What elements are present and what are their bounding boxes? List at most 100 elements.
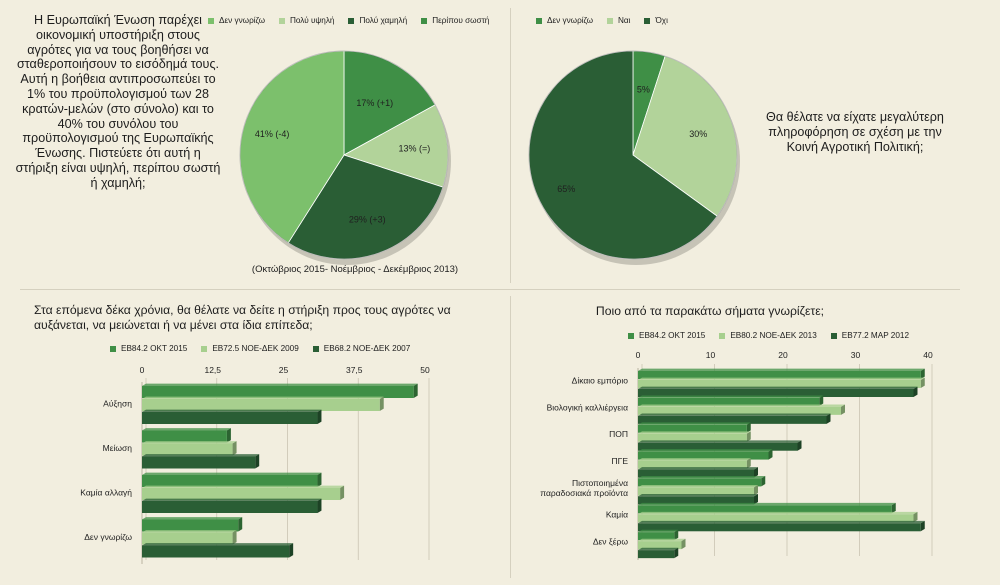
bar-βιολογική-καλλιέργεια-1: [638, 406, 841, 415]
bar-καμία-αλλαγή-1: [142, 488, 341, 500]
pie-label-πολύ-υψηλή: 13% (=): [399, 143, 431, 153]
legend-item: Περίπου σωστή: [421, 16, 489, 25]
bar-top-5-1: [638, 511, 918, 515]
legend-swatch: [536, 17, 542, 24]
bar-end-3-1: [232, 530, 237, 545]
bar-ποπ-0: [638, 424, 747, 433]
bar-end-2-1: [746, 431, 751, 442]
legend-swatch: [607, 17, 613, 24]
bar-chart-labels-known: 0 10 20 30 40 Δίκαιο εμπόριο Βιολογική καλλιέρ…: [540, 350, 933, 560]
bar-top-0-1: [638, 377, 925, 380]
legend-item: EB84.2 ΟΚΤ 2015: [110, 344, 187, 353]
pie-slice-δεν-γνωρίζω: [239, 50, 345, 244]
bar-top-6-0: [638, 529, 679, 533]
legend-label: EB84.2 ΟΚΤ 2015: [121, 344, 188, 353]
bar-top-0-0: [142, 383, 418, 386]
bar-δεν-γνωρίζω-0: [142, 519, 239, 532]
bar-δεν-ξέρω-1: [638, 541, 682, 550]
x-tick-label: 40: [923, 350, 933, 360]
horizontal-divider: [20, 289, 960, 290]
bar-top-5-2: [638, 520, 925, 524]
legend-item: Δεν γνωρίζω: [208, 16, 265, 25]
bar-end-4-0: [761, 476, 766, 487]
bar-δίκαιο-εμπόριο-0: [638, 371, 921, 379]
bar-top-1-2: [638, 413, 831, 416]
bar-end-1-2: [826, 413, 831, 424]
category-label-0: Αύξηση: [103, 398, 132, 408]
bar-chart-future-support: 0 12,5 25 37,5 50 Αύξηση Μείωση Καμία αλλαγή Δεν…: [80, 365, 430, 564]
category-label-3: Δεν γνωρίζω: [84, 532, 132, 542]
bar-top-3-0: [638, 449, 773, 452]
pie-rim: [528, 50, 738, 260]
category-label-2: ΠΟΠ: [609, 429, 628, 439]
bar-end-2-2: [317, 498, 322, 513]
bar-πγε-2: [638, 469, 754, 478]
bar-top-0-2: [142, 409, 322, 412]
vertical-divider-bottom: [510, 296, 511, 578]
category-label-6: Δεν ξέρω: [593, 537, 629, 547]
category-label-5: Καμία: [606, 510, 628, 520]
bar-top-3-2: [142, 543, 294, 546]
legend-label: EB72.5 ΝΟΕ-ΔΕΚ 2009: [212, 344, 299, 353]
bar-end-3-1: [746, 458, 751, 469]
bar-μείωση-1: [142, 443, 233, 456]
bar-top-0-1: [142, 396, 384, 399]
bar-δεν-ξέρω-0: [638, 532, 675, 541]
bar-end-5-0: [891, 502, 896, 514]
legend-label: Δεν γνωρίζω: [219, 16, 265, 25]
pie-label-όχι: 65%: [557, 184, 575, 194]
legend-label: EB68.2 ΝΟΕ-ΔΕΚ 2007: [323, 344, 411, 353]
bar-end-1-0: [226, 428, 231, 443]
bar-πιστοποιημένα-παραδοσιακά-προϊόντα-1: [638, 487, 754, 496]
legend-label: Πολύ χαμηλή: [359, 16, 408, 25]
bar-end-0-2: [317, 409, 322, 424]
legend-item: Δεν γνωρίζω: [536, 16, 593, 25]
category-label-4: Πιστοποιημένα παραδοσιακά προϊόντα: [540, 478, 628, 498]
bar-top-2-2: [638, 440, 802, 443]
bar-end-1-1: [232, 441, 237, 456]
x-tick-label: 10: [706, 350, 716, 360]
bar-end-4-2: [754, 494, 758, 505]
bar-top-0-0: [638, 368, 925, 371]
bar-top-4-1: [638, 485, 758, 488]
legend-swatch: [830, 332, 837, 339]
bar-end-1-2: [255, 454, 260, 469]
bar-end-3-2: [289, 543, 294, 558]
bar-end-3-2: [754, 467, 758, 478]
pie-label-πολύ-χαμηλή: 29% (+3): [349, 215, 386, 225]
bar-πγε-0: [638, 451, 769, 460]
legend-item: Όχι: [644, 16, 668, 25]
pie-slice-πολύ-χαμηλή: [287, 154, 444, 260]
period-note: (Οκτώβριος 2015- Νοέμβριος - Δεκέμβριος …: [251, 264, 459, 275]
legend-swatch: [644, 17, 651, 24]
legend-swatch: [279, 17, 285, 24]
category-label-line: Πιστοποιημένα: [572, 478, 628, 488]
bar-end-4-1: [754, 485, 758, 496]
bar-top-6-2: [638, 547, 679, 551]
vertical-divider-top: [510, 8, 511, 283]
bar-top-5-0: [638, 502, 896, 506]
bar-end-0-0: [920, 368, 925, 379]
legend-item: EB77.2 ΜΑΡ 2012: [830, 331, 909, 340]
bar-βιολογική-καλλιέργεια-0: [638, 397, 820, 406]
category-label-1: Βιολογική καλλιέργεια: [547, 402, 628, 412]
bar-top-6-1: [638, 538, 686, 542]
legend-label: Δεν γνωρίζω: [547, 16, 593, 25]
category-label-1: Μείωση: [103, 443, 133, 453]
bar-αύξηση-1: [142, 399, 380, 411]
bar-top-3-1: [638, 458, 751, 461]
bar-end-2-0: [746, 422, 751, 433]
pie-label-δεν-γνωρίζω: 5%: [637, 84, 650, 94]
legend-label: Πολύ υψηλή: [290, 16, 335, 25]
bar-top-2-1: [638, 431, 751, 434]
bar-δεν-ξέρω-2: [638, 550, 675, 559]
bar-καμία-0: [638, 505, 892, 514]
legend-swatch: [719, 332, 726, 339]
pie-chart-more-info: 5% 30% 65%: [528, 50, 740, 265]
bar-καμία-1: [638, 514, 914, 523]
legend-swatch: [312, 345, 319, 352]
bar-end-0-0: [413, 383, 418, 398]
legend-item: Πολύ υψηλή: [279, 16, 334, 25]
bar-top-2-0: [638, 422, 751, 425]
